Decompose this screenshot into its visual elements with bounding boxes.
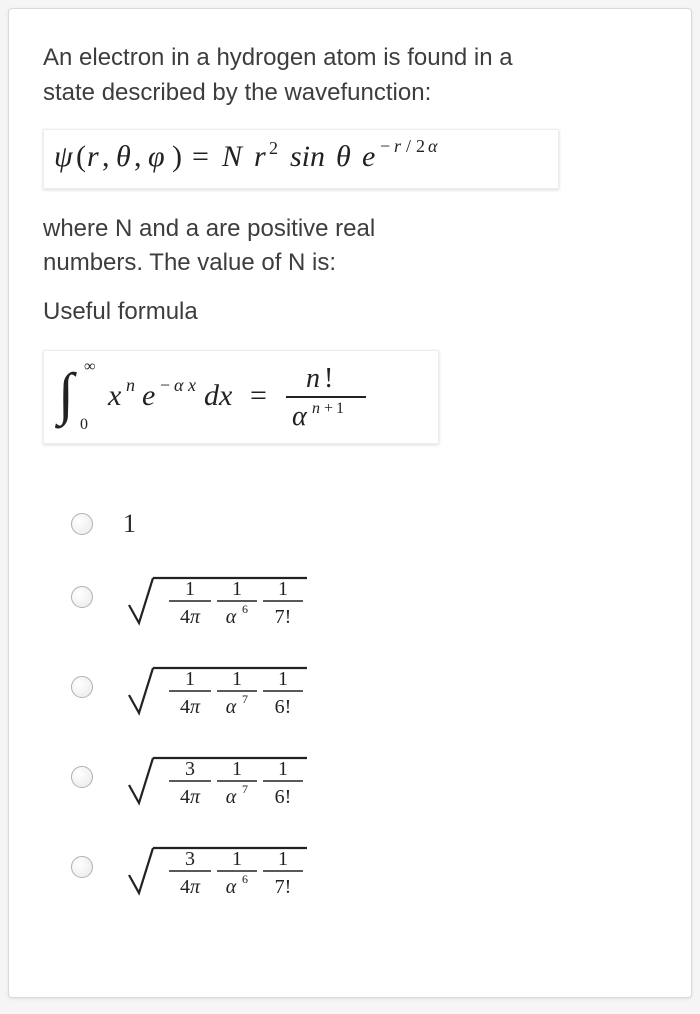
svg-text:−: − — [380, 136, 390, 156]
radio-button[interactable] — [71, 513, 93, 535]
svg-text:dx: dx — [204, 379, 233, 412]
svg-text:(: ( — [76, 140, 86, 173]
svg-text:3: 3 — [185, 758, 195, 780]
svg-text:7!: 7! — [275, 876, 292, 898]
svg-text:4π: 4π — [180, 786, 201, 808]
svg-text:): ) — [172, 140, 182, 173]
svg-text:θ: θ — [116, 140, 131, 173]
svg-text:2: 2 — [416, 136, 425, 156]
option-label: 1 — [123, 509, 136, 539]
svg-text:α: α — [226, 786, 237, 808]
svg-text:x: x — [187, 375, 196, 395]
svg-text:ψ: ψ — [54, 140, 74, 173]
answer-options: 1 1 4π 1 α 6 1 7! 1 4π 1 α 7 1 6 — [71, 509, 657, 899]
svg-text:6!: 6! — [275, 696, 292, 718]
answer-option[interactable]: 1 4π 1 α 6 1 7! — [71, 565, 657, 629]
radio-button[interactable] — [71, 586, 93, 608]
svg-text:∞: ∞ — [84, 358, 95, 375]
prompt-line-1: An electron in a hydrogen atom is found … — [43, 44, 513, 71]
svg-text:1: 1 — [232, 578, 242, 600]
svg-text:1: 1 — [185, 668, 195, 690]
svg-text:4π: 4π — [180, 876, 201, 898]
svg-text:=: = — [192, 140, 209, 173]
between-line-1: where N and a are positive real — [43, 215, 375, 242]
svg-text:x: x — [107, 379, 122, 412]
svg-text:n: n — [312, 400, 320, 417]
svg-text:N: N — [221, 140, 244, 173]
svg-text:r: r — [87, 140, 99, 173]
svg-text:α: α — [428, 136, 438, 156]
svg-text:e: e — [362, 140, 375, 173]
svg-text:α: α — [226, 876, 237, 898]
answer-option[interactable]: 1 — [71, 509, 657, 539]
svg-text:1: 1 — [278, 758, 288, 780]
svg-text:α: α — [226, 606, 237, 628]
svg-text:!: ! — [324, 363, 333, 394]
svg-text:∫: ∫ — [54, 361, 77, 429]
svg-text:/: / — [406, 136, 411, 156]
question-prompt: An electron in a hydrogen atom is found … — [43, 41, 657, 111]
option-label: 1 4π 1 α 6 1 7! — [123, 565, 323, 629]
radio-button[interactable] — [71, 856, 93, 878]
svg-text:1: 1 — [278, 848, 288, 870]
svg-text:4π: 4π — [180, 606, 201, 628]
svg-text:sin: sin — [290, 140, 325, 173]
svg-text:6: 6 — [242, 602, 248, 616]
svg-text:r: r — [394, 136, 402, 156]
svg-text:,: , — [134, 140, 142, 173]
svg-text:1: 1 — [232, 848, 242, 870]
svg-text:,: , — [102, 140, 110, 173]
between-line-2: numbers. The value of N is: — [43, 249, 336, 276]
svg-text:e: e — [142, 379, 155, 412]
svg-text:7: 7 — [242, 692, 248, 706]
useful-formula-label: Useful formula — [43, 295, 657, 330]
svg-text:7!: 7! — [275, 606, 292, 628]
wavefunction-equation: ψ ( r , θ , φ ) = N r 2 sin θ e − r / 2 — [43, 129, 559, 189]
svg-text:1: 1 — [336, 400, 344, 417]
svg-text:6: 6 — [242, 872, 248, 886]
svg-text:α: α — [226, 696, 237, 718]
svg-text:1: 1 — [278, 578, 288, 600]
svg-text:4π: 4π — [180, 696, 201, 718]
svg-text:6!: 6! — [275, 786, 292, 808]
question-card: An electron in a hydrogen atom is found … — [8, 8, 692, 998]
svg-text:1: 1 — [185, 578, 195, 600]
svg-text:3: 3 — [185, 848, 195, 870]
svg-text:α: α — [174, 375, 184, 395]
svg-text:7: 7 — [242, 782, 248, 796]
option-label: 3 4π 1 α 7 1 6! — [123, 745, 323, 809]
svg-text:φ: φ — [148, 140, 165, 173]
svg-text:−: − — [160, 375, 170, 395]
answer-option[interactable]: 3 4π 1 α 7 1 6! — [71, 745, 657, 809]
radio-button[interactable] — [71, 766, 93, 788]
useful-formula-equation: ∫ ∞ 0 x n e − α x dx = n ! α n + 1 — [43, 350, 439, 444]
svg-text:α: α — [292, 401, 308, 432]
answer-option[interactable]: 3 4π 1 α 6 1 7! — [71, 835, 657, 899]
svg-text:θ: θ — [336, 140, 351, 173]
svg-text:r: r — [254, 140, 266, 173]
svg-text:1: 1 — [232, 668, 242, 690]
option-label: 3 4π 1 α 6 1 7! — [123, 835, 323, 899]
svg-text:1: 1 — [278, 668, 288, 690]
svg-text:n: n — [306, 363, 320, 394]
svg-text:n: n — [126, 375, 135, 395]
prompt-line-2: state described by the wavefunction: — [43, 79, 431, 106]
option-label: 1 4π 1 α 7 1 6! — [123, 655, 323, 719]
svg-text:1: 1 — [232, 758, 242, 780]
svg-text:0: 0 — [80, 416, 88, 433]
radio-button[interactable] — [71, 676, 93, 698]
context-text: where N and a are positive real numbers.… — [43, 212, 657, 282]
svg-text:+: + — [324, 400, 333, 417]
svg-text:2: 2 — [269, 138, 278, 158]
answer-option[interactable]: 1 4π 1 α 7 1 6! — [71, 655, 657, 719]
svg-text:=: = — [250, 379, 267, 412]
